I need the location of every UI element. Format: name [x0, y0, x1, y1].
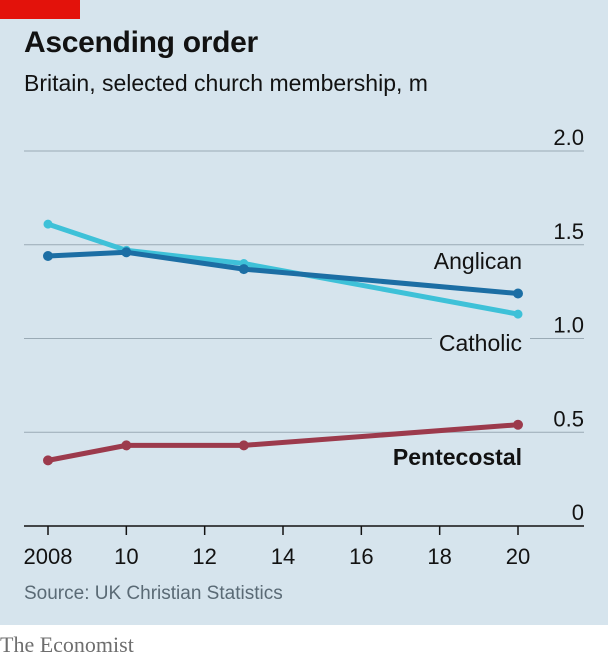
catholic-line	[45, 221, 521, 317]
catholic-label: Catholic	[439, 330, 522, 356]
anglican-label: Anglican	[434, 248, 522, 274]
x-tick-label: 20	[506, 544, 530, 569]
y-tick-label: 1.5	[553, 219, 584, 244]
y-tick-label: 1.0	[553, 313, 584, 338]
x-axis: 2008 10 12 14 16 18 20	[24, 525, 584, 569]
catholic-label-background	[432, 329, 530, 357]
y-tick-label: 2.0	[553, 125, 584, 150]
anglican-point	[43, 251, 53, 261]
chart-title: Ascending order	[24, 26, 258, 59]
y-tick-label: 0	[572, 500, 584, 525]
line-chart: 0 0.5 1.0 1.5 2.0 2008 10 12 14 16 18 20 Catholic A…	[24, 125, 584, 569]
pentecostal-line	[45, 422, 521, 463]
x-tick-label: 18	[427, 544, 451, 569]
chart-subtitle: Britain, selected church membership, m	[24, 70, 428, 96]
anglican-point	[121, 247, 132, 258]
catholic-point	[43, 219, 53, 229]
x-tick-label: 2008	[24, 544, 73, 569]
pentecostal-point	[513, 419, 523, 430]
catholic-point	[513, 309, 523, 319]
source-note: Source: UK Christian Statistics	[24, 583, 283, 604]
chart-panel: Ascending order Britain, selected church…	[0, 0, 608, 625]
x-tick-label: 14	[271, 544, 295, 569]
x-tick-label: 12	[192, 544, 216, 569]
anglican-point	[238, 264, 249, 275]
economist-wordmark: The Economist	[0, 632, 134, 657]
x-tick-label: 10	[114, 544, 138, 569]
pentecostal-label: Pentecostal	[393, 444, 522, 470]
series-lines	[43, 219, 523, 466]
x-tick-label: 16	[349, 544, 373, 569]
series-labels: Catholic Anglican Pentecostal	[393, 248, 530, 470]
y-tick-label: 0.5	[553, 406, 584, 431]
brand-red-tag	[0, 0, 80, 19]
pentecostal-point	[238, 440, 249, 451]
y-tick-labels: 0 0.5 1.0 1.5 2.0	[553, 125, 584, 525]
pentecostal-point	[43, 455, 53, 466]
pentecostal-point	[121, 440, 132, 451]
anglican-point	[513, 288, 523, 299]
anglican-line	[45, 249, 521, 296]
